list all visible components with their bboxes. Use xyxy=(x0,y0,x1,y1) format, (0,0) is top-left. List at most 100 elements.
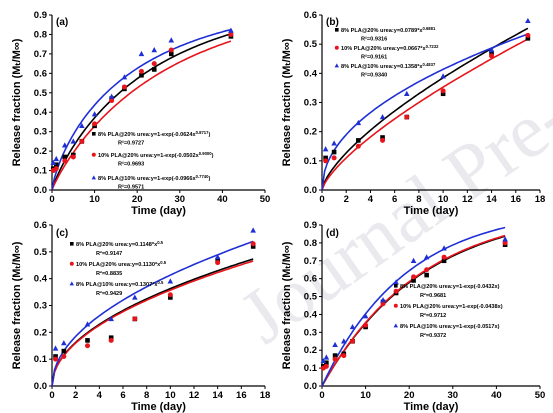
x-tick-label: 8 xyxy=(144,390,149,401)
data-point xyxy=(79,138,85,144)
data-point xyxy=(151,47,158,53)
data-point xyxy=(228,31,234,37)
legend-entry-2: 10% PLA@20% urea:y=0.1130*x0.5 R²=0.8835 xyxy=(69,260,167,277)
y-tick-label: 0.6 xyxy=(34,68,47,79)
legend-entry-1: 8% PLA@20% urea:y=0.1148*x0.5 R²=0.9147 xyxy=(70,240,164,257)
data-point xyxy=(121,74,128,80)
legend-marker xyxy=(92,132,96,136)
data-point xyxy=(322,146,329,152)
fit-curve-1 xyxy=(51,258,254,387)
data-point xyxy=(355,143,361,149)
legend-marker xyxy=(335,28,339,32)
data-point xyxy=(440,91,446,97)
panel-1: 0 10 20 30 40 50 0.0 0.1 0.2 0.3 0.4 0.5 0.6 0.7 0.8 0.… xyxy=(11,10,270,217)
y-tick-label: 0.7 xyxy=(304,256,317,267)
y-tick-label: 0.1 xyxy=(34,166,48,177)
y-tick-label: 0.4 xyxy=(304,68,318,79)
data-point xyxy=(70,154,76,160)
x-tick-label: 40 xyxy=(491,390,502,401)
data-point xyxy=(489,50,494,56)
fit-curve-2 xyxy=(51,40,232,191)
data-point xyxy=(441,258,447,264)
legend-equation: 8% PLA@10% urea:y=1-exp(-0.0517x) xyxy=(400,324,500,330)
data-point xyxy=(380,297,386,303)
legend-entry-3: 8% PLA@10% urea:y=0.1358*x0.4837 R²=0.934… xyxy=(334,62,436,79)
y-tick-label: 0.3 xyxy=(304,98,317,109)
y-tick-label: 0.5 xyxy=(304,292,318,303)
legend-marker xyxy=(393,323,398,328)
data-point xyxy=(323,158,329,164)
data-point xyxy=(393,279,399,285)
legend-r-squared: R²=0.9727 xyxy=(118,140,144,147)
legend-r-squared: R²=0.9372 xyxy=(420,332,446,339)
data-point xyxy=(79,122,85,129)
data-point xyxy=(250,241,256,247)
legend-marker xyxy=(69,261,74,266)
x-tick-label: 4 xyxy=(97,390,103,401)
data-point xyxy=(61,353,67,359)
data-point xyxy=(404,114,410,120)
legend-equation: 10% PLA@20% urea:y=1-exp(-0.0502x0.9000) xyxy=(98,151,214,159)
data-point xyxy=(85,343,90,349)
y-tick-label: 0.5 xyxy=(34,247,48,258)
x-tick-label: 0 xyxy=(49,194,54,205)
data-point xyxy=(411,274,417,280)
y-tick-label: 0.0 xyxy=(304,381,317,392)
legend-marker xyxy=(393,303,398,308)
y-tick-label: 0.6 xyxy=(304,274,317,285)
legend-entry-3: 8% PLA@10% urea:y=0.1307*x0.5 R²=0.9429 xyxy=(69,280,164,297)
x-tick-label: 14 xyxy=(486,194,497,205)
data-point xyxy=(61,142,68,148)
data-point xyxy=(92,121,98,127)
data-point xyxy=(411,278,416,283)
fit-curve-3 xyxy=(321,226,506,387)
y-tick-label: 0.0 xyxy=(34,381,47,392)
data-point xyxy=(53,162,59,168)
data-point xyxy=(350,338,356,344)
x-tick-label: 50 xyxy=(260,194,271,205)
data-point xyxy=(70,138,77,144)
y-tick-label: 0.2 xyxy=(304,345,317,356)
data-point xyxy=(331,149,337,155)
data-point xyxy=(132,294,138,300)
data-point xyxy=(85,338,90,343)
y-tick-label: 0.3 xyxy=(304,327,317,338)
x-tick-label: 6 xyxy=(392,194,397,205)
x-tick-label: 10 xyxy=(89,194,100,205)
y-tick-label: 0.1 xyxy=(304,156,318,167)
x-tick-label: 0 xyxy=(319,390,324,401)
y-axis-title: Release fraction (Mₜ/M∞) xyxy=(11,241,23,369)
legend-entry-2: 10% PLA@20% urea:y=1-exp(-0.0438x) R²=0.9… xyxy=(393,303,503,319)
data-point xyxy=(424,267,430,273)
data-point xyxy=(84,321,91,327)
legend-marker xyxy=(69,281,74,286)
data-point xyxy=(393,288,399,294)
legend-marker xyxy=(394,284,398,288)
data-point xyxy=(349,323,356,330)
x-tick-label: 6 xyxy=(120,390,125,401)
data-point xyxy=(50,159,57,165)
panel-label: (b) xyxy=(326,17,339,28)
y-tick-label: 0.4 xyxy=(34,107,48,118)
x-tick-label: 16 xyxy=(236,390,247,401)
data-point xyxy=(424,272,429,278)
data-point xyxy=(440,88,446,94)
legend-marker xyxy=(91,152,96,157)
legend-marker xyxy=(334,45,339,50)
panel-4: 0 10 20 30 40 50 0.0 0.1 0.2 0.3 0.4 0.5 0.6 0.7 0.8 0.… xyxy=(281,220,545,413)
legend-r-squared: R²=0.9316 xyxy=(361,36,387,43)
data-point xyxy=(215,260,221,266)
legend-equation: 8% PLA@10% urea:y=0.1307*x0.5 xyxy=(76,280,164,288)
data-point xyxy=(403,90,410,96)
x-tick-label: 50 xyxy=(535,390,546,401)
x-tick-label: 8 xyxy=(416,194,421,205)
y-tick-label: 0.6 xyxy=(34,220,47,231)
data-point xyxy=(52,345,59,351)
x-tick-label: 16 xyxy=(510,194,521,205)
data-point xyxy=(61,348,67,354)
data-point xyxy=(139,72,144,78)
legend-entry-1: 8% PLA@20% urea:y=0.0789*x0.6881 R²=0.931… xyxy=(335,26,436,43)
data-point xyxy=(151,67,157,72)
legend-entry-1: 8% PLA@20% urea:y=1-exp(-0.0624x0.8717) R… xyxy=(92,130,210,147)
data-point xyxy=(108,335,114,340)
